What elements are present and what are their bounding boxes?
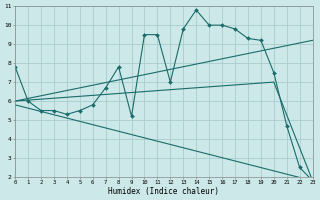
X-axis label: Humidex (Indice chaleur): Humidex (Indice chaleur) (108, 187, 220, 196)
